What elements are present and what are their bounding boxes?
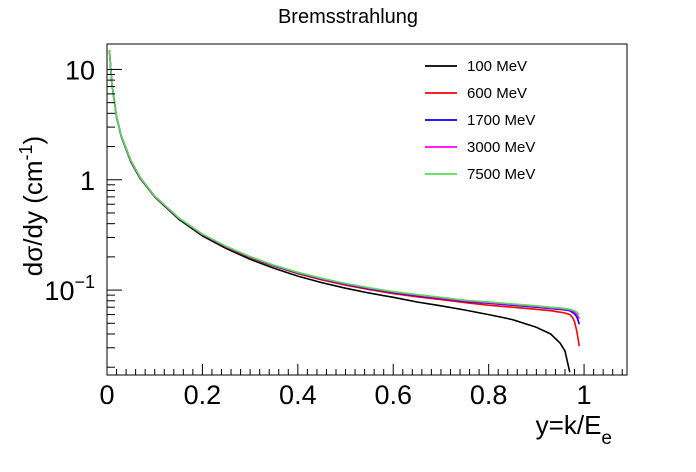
y-axis-label-close: ) — [18, 136, 48, 145]
curves-group — [108, 49, 581, 373]
x-tick-label: 0.8 — [470, 380, 508, 410]
legend-label-2: 1700 MeV — [467, 112, 535, 129]
y-tick-label: 10−1 — [44, 272, 95, 306]
x-tick-label: 0 — [99, 380, 114, 410]
x-axis-ticks: 0 0.2 0.4 0.6 0.8 1 — [99, 364, 623, 410]
x-tick-label: 0.4 — [279, 380, 317, 410]
legend-label-4: 7500 MeV — [467, 166, 535, 183]
plot-frame — [106, 43, 628, 376]
series-line-4 — [108, 49, 580, 316]
y-axis-label-main: dσ/dy (cm — [18, 160, 48, 276]
y-tick-base: 10 — [44, 276, 74, 306]
x-tick-label: 0.2 — [184, 380, 222, 410]
x-tick-label: 1 — [577, 380, 592, 410]
y-tick-label: 1 — [80, 166, 95, 196]
legend-label-1: 600 MeV — [467, 85, 527, 102]
x-tick-label: 0.6 — [374, 380, 412, 410]
legend-label-0: 100 MeV — [467, 58, 527, 75]
x-axis-label-main: y=k/E — [536, 410, 602, 440]
y-axis-label: dσ/dy (cm-1) — [16, 136, 48, 276]
y-tick-label: 10 — [65, 55, 95, 85]
legend: 100 MeV 600 MeV 1700 MeV 3000 MeV 7500 MeV — [425, 58, 535, 183]
y-axis-label-sup: -1 — [16, 144, 36, 160]
chart-title: Bremsstrahlung — [278, 6, 418, 28]
x-axis-label: y=k/Ee — [536, 410, 612, 449]
legend-label-3: 3000 MeV — [467, 139, 535, 156]
y-tick-exponent: −1 — [74, 272, 95, 292]
x-axis-label-sub: e — [601, 428, 612, 449]
